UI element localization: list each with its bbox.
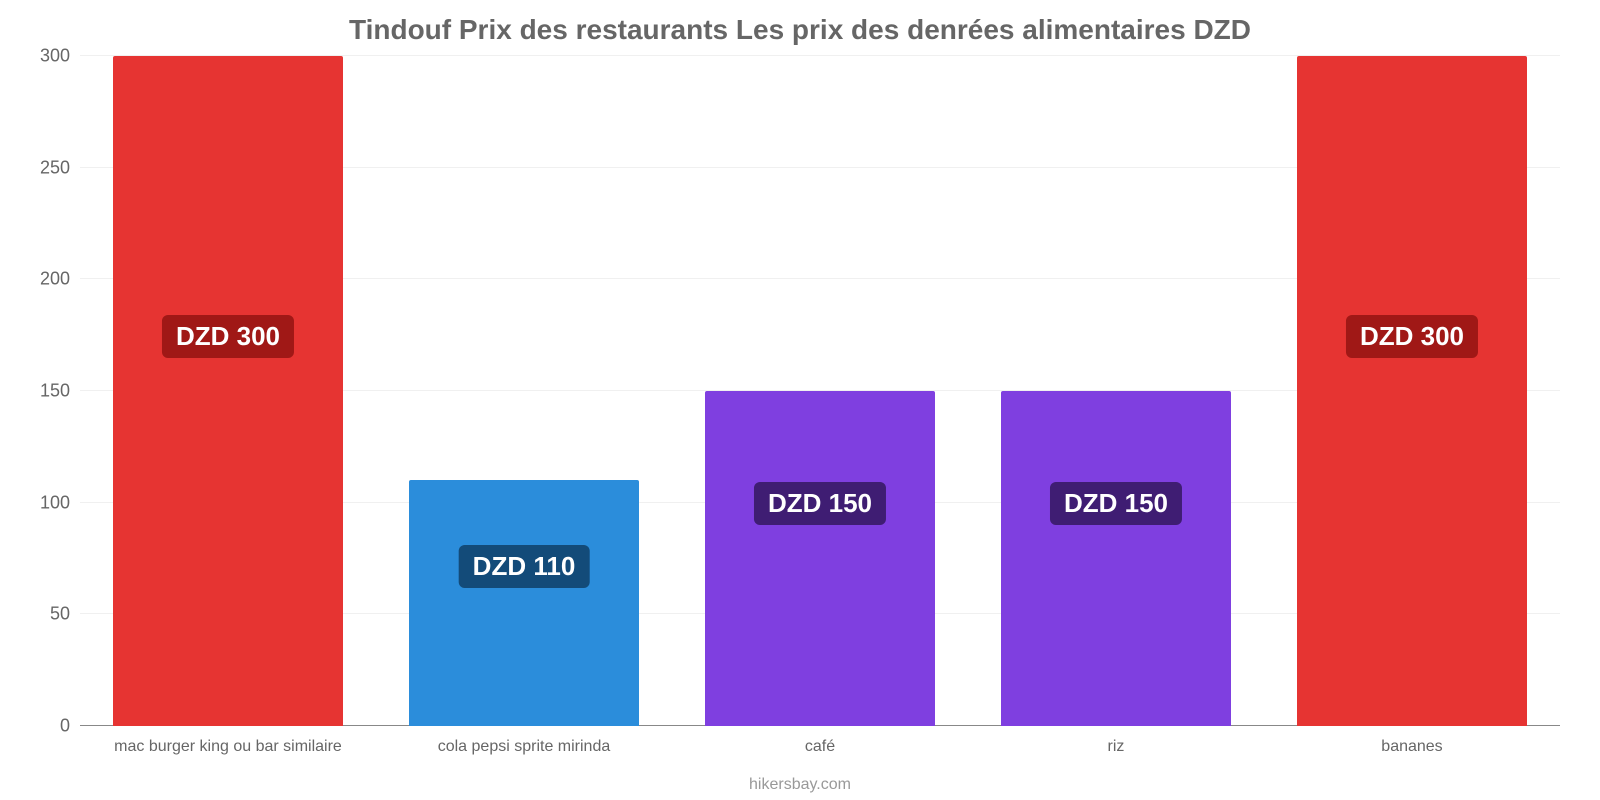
x-axis-label: cola pepsi sprite mirinda [438,738,611,756]
chart-footer: hikersbay.com [0,776,1600,794]
value-badge: DZD 150 [1050,482,1182,525]
price-bar-chart: Tindouf Prix des restaurants Les prix de… [0,0,1600,800]
bar-slot: DZD 150riz [1001,56,1232,726]
x-axis-label: riz [1108,738,1125,756]
value-badge: DZD 300 [1346,315,1478,358]
y-tick-label: 200 [10,269,70,290]
x-axis-label: bananes [1381,738,1442,756]
bar-slot: DZD 110cola pepsi sprite mirinda [409,56,640,726]
bar-slot: DZD 300bananes [1297,56,1528,726]
plot-area: DZD 300mac burger king ou bar similaireD… [80,56,1560,726]
value-badge: DZD 110 [459,545,590,588]
bar [1297,56,1528,726]
bar [113,56,344,726]
y-tick-label: 150 [10,381,70,402]
value-badge: DZD 150 [754,482,886,525]
bar-slot: DZD 150café [705,56,936,726]
y-tick-label: 0 [10,716,70,737]
y-tick-label: 50 [10,604,70,625]
bar [705,391,936,726]
chart-title: Tindouf Prix des restaurants Les prix de… [0,14,1600,46]
y-tick-label: 250 [10,157,70,178]
y-tick-label: 100 [10,492,70,513]
bar-slot: DZD 300mac burger king ou bar similaire [113,56,344,726]
bar [1001,391,1232,726]
x-axis-label: café [805,738,835,756]
value-badge: DZD 300 [162,315,294,358]
bar [409,480,640,726]
x-axis-label: mac burger king ou bar similaire [114,738,342,756]
y-tick-label: 300 [10,46,70,67]
